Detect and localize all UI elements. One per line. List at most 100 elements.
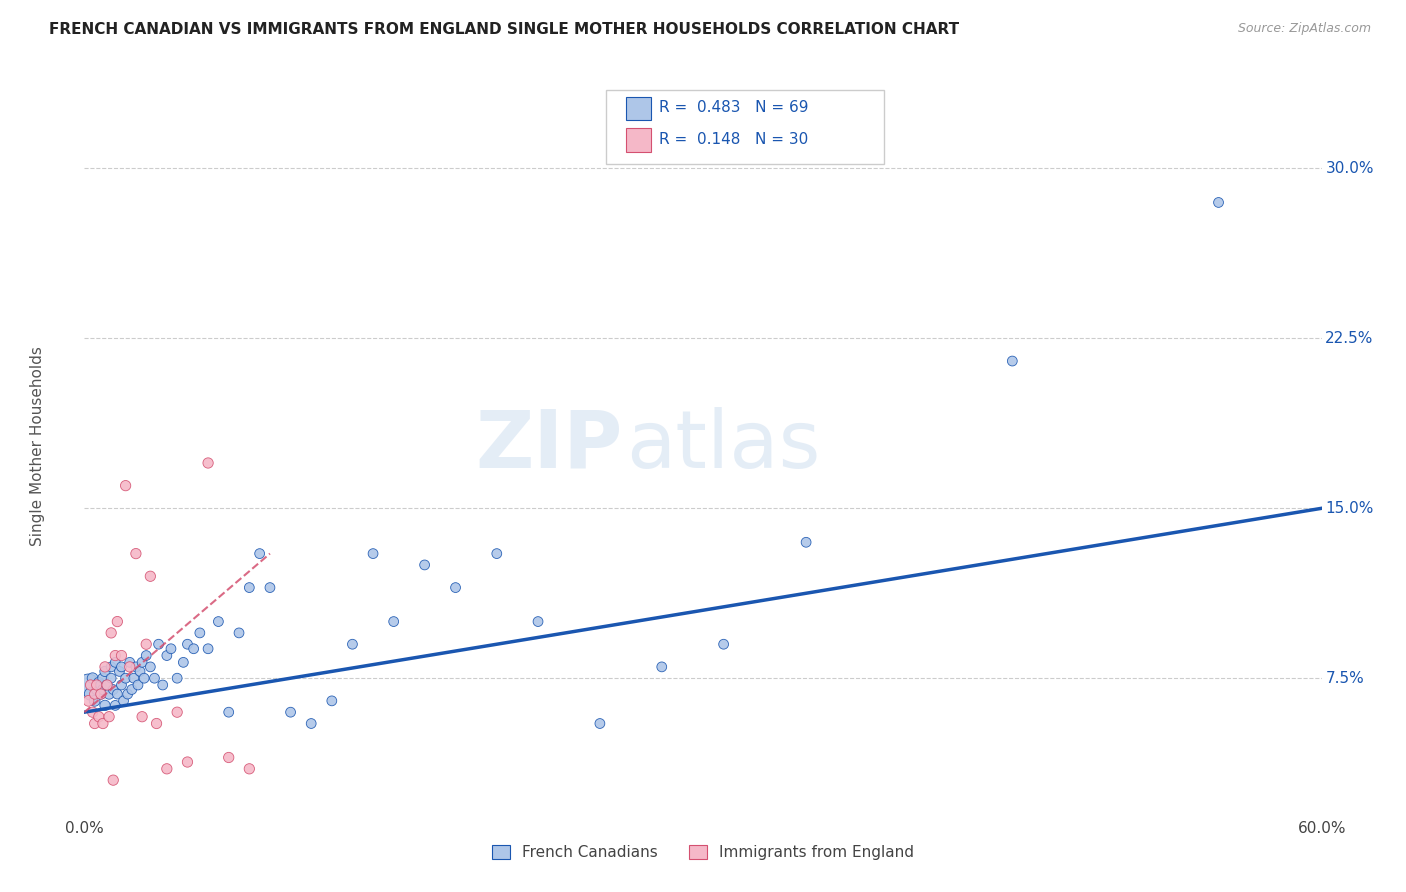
Point — [259, 581, 281, 595]
Point — [299, 716, 322, 731]
Point — [713, 637, 735, 651]
Point — [103, 773, 125, 788]
Point — [90, 678, 112, 692]
Point — [110, 648, 132, 663]
Text: 7.5%: 7.5% — [1326, 671, 1364, 686]
Point — [79, 678, 101, 692]
Point — [114, 671, 136, 685]
Point — [94, 698, 117, 713]
Point — [382, 615, 405, 629]
Point — [77, 694, 100, 708]
Point — [218, 705, 240, 719]
Point — [444, 581, 467, 595]
Point — [82, 671, 104, 685]
Point — [79, 687, 101, 701]
Point — [117, 687, 139, 701]
Text: ZIP: ZIP — [475, 407, 623, 485]
Point — [83, 716, 105, 731]
Point — [103, 682, 125, 697]
Point — [114, 478, 136, 492]
Point — [87, 709, 110, 723]
Point — [105, 615, 128, 629]
Point — [413, 558, 436, 572]
Point — [176, 637, 198, 651]
Point — [90, 687, 112, 701]
Point — [131, 656, 153, 670]
Point — [183, 641, 205, 656]
Point — [172, 656, 194, 670]
Text: 0.0%: 0.0% — [65, 821, 104, 836]
Point — [527, 615, 550, 629]
Point — [139, 660, 162, 674]
Point — [91, 716, 114, 731]
Point — [98, 687, 121, 701]
Point — [110, 660, 132, 674]
Point — [98, 709, 121, 723]
Point — [105, 687, 128, 701]
Point — [342, 637, 364, 651]
Point — [238, 581, 260, 595]
Point — [91, 682, 114, 697]
Point — [361, 547, 384, 561]
Point — [82, 705, 104, 719]
Text: 22.5%: 22.5% — [1326, 331, 1374, 346]
Point — [166, 705, 188, 719]
Point — [794, 535, 817, 549]
Text: Single Mother Households: Single Mother Households — [30, 346, 45, 546]
Text: FRENCH CANADIAN VS IMMIGRANTS FROM ENGLAND SINGLE MOTHER HOUSEHOLDS CORRELATION : FRENCH CANADIAN VS IMMIGRANTS FROM ENGLA… — [49, 22, 959, 37]
Text: 60.0%: 60.0% — [1298, 821, 1346, 836]
Point — [589, 716, 612, 731]
Point — [139, 569, 162, 583]
Point — [121, 682, 143, 697]
Point — [156, 648, 179, 663]
Point — [83, 687, 105, 701]
Text: atlas: atlas — [626, 407, 821, 485]
Point — [104, 698, 127, 713]
Point — [143, 671, 166, 685]
Point — [197, 641, 219, 656]
Text: R =  0.483   N = 69: R = 0.483 N = 69 — [659, 101, 808, 115]
Point — [125, 660, 148, 674]
Point — [218, 750, 240, 764]
Point — [188, 626, 211, 640]
Point — [112, 694, 135, 708]
Point — [1001, 354, 1024, 368]
Point — [1208, 195, 1230, 210]
Point — [83, 694, 105, 708]
Point — [249, 547, 271, 561]
Text: 30.0%: 30.0% — [1326, 161, 1374, 176]
Point — [135, 637, 157, 651]
Text: R =  0.148   N = 30: R = 0.148 N = 30 — [659, 132, 808, 146]
Point — [197, 456, 219, 470]
Point — [90, 687, 112, 701]
Point — [87, 675, 110, 690]
Point — [100, 660, 122, 674]
Point — [96, 678, 118, 692]
Point — [104, 648, 127, 663]
Point — [94, 665, 117, 679]
Point — [238, 762, 260, 776]
Point — [228, 626, 250, 640]
Point — [145, 716, 167, 731]
Text: 15.0%: 15.0% — [1326, 500, 1374, 516]
Point — [77, 678, 100, 692]
Point — [100, 671, 122, 685]
Point — [86, 678, 108, 692]
Point — [280, 705, 302, 719]
Text: Source: ZipAtlas.com: Source: ZipAtlas.com — [1237, 22, 1371, 36]
Point — [118, 660, 141, 674]
Point — [86, 682, 108, 697]
Point — [125, 547, 148, 561]
Point — [131, 709, 153, 723]
Point — [152, 678, 174, 692]
Point — [91, 671, 114, 685]
Point — [166, 671, 188, 685]
Point — [160, 641, 183, 656]
Point — [129, 665, 152, 679]
Point — [118, 656, 141, 670]
Legend: French Canadians, Immigrants from England: French Canadians, Immigrants from Englan… — [485, 839, 921, 866]
Point — [485, 547, 508, 561]
Point — [94, 660, 117, 674]
Point — [127, 678, 149, 692]
Point — [135, 648, 157, 663]
